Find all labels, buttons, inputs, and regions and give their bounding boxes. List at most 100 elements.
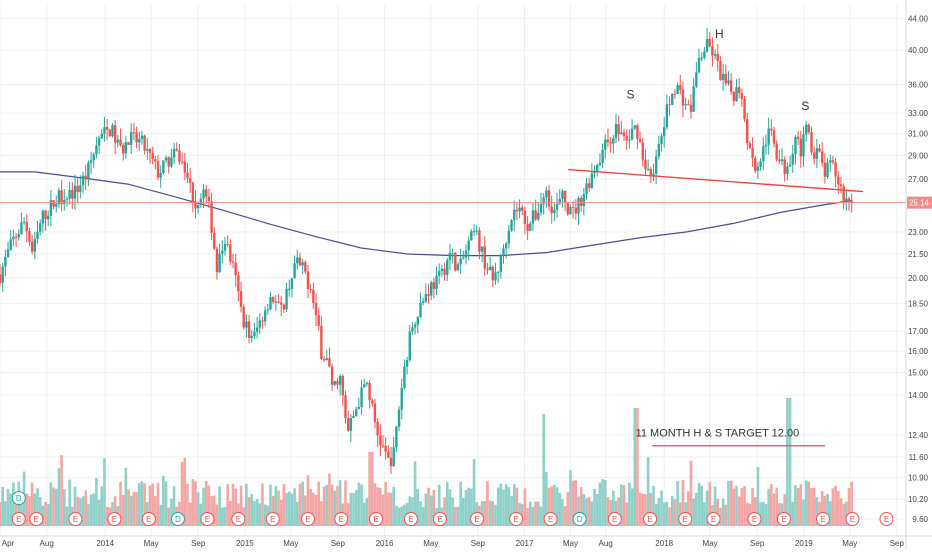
volume-bar (424, 493, 428, 526)
candle-body (210, 201, 213, 233)
volume-bar (502, 489, 505, 526)
candle-body (620, 132, 623, 135)
event-circle (815, 512, 830, 526)
candle-body (312, 289, 315, 304)
earnings-marker: E (607, 512, 622, 526)
volume-bar (767, 488, 770, 526)
volume-bar (791, 501, 795, 526)
candle-body (108, 129, 112, 137)
volume-bar (269, 484, 272, 526)
volume-bar (384, 481, 387, 526)
y-tick-label: 16.00 (908, 347, 929, 356)
candle-body (416, 317, 420, 325)
candle-body (116, 139, 120, 143)
candle-body (266, 309, 270, 311)
earnings-marker: E (200, 512, 215, 526)
candle-body (823, 162, 827, 177)
volume-bar (510, 496, 513, 526)
candle-body (143, 135, 146, 151)
candle-body (336, 381, 339, 385)
candle-body (205, 189, 208, 197)
earnings-marker: E (300, 512, 315, 526)
volume-bar (470, 488, 473, 526)
candle-body (36, 231, 39, 240)
volume-bar (788, 398, 792, 526)
volume-bar (528, 501, 532, 526)
candle-body (625, 136, 628, 141)
volume-bar (360, 484, 363, 526)
earnings-marker: E (845, 512, 860, 526)
volume-bar (105, 506, 109, 526)
candle-body (411, 327, 414, 332)
event-label: E (373, 515, 378, 524)
earnings-marker: E (11, 512, 26, 526)
volume-bar (258, 503, 262, 526)
candle-body (68, 190, 71, 199)
volume-bar (68, 479, 71, 526)
volume-bar (526, 507, 529, 526)
candle-body (306, 271, 310, 290)
candle-body (405, 360, 409, 367)
volume-bar (183, 457, 187, 526)
candle-body (724, 73, 727, 84)
candle-body (22, 221, 26, 223)
x-tick-label: Apr (2, 539, 15, 548)
volume-bar (271, 495, 275, 526)
candle-body (92, 154, 95, 161)
y-tick-label: 23.00 (908, 228, 929, 237)
pattern-label: H (715, 27, 724, 41)
event-circle (572, 512, 587, 526)
candle-body (494, 272, 497, 281)
earnings-marker: E (678, 512, 693, 526)
volume-bar (392, 486, 395, 526)
candle-body (333, 381, 336, 385)
volume-bar (293, 488, 296, 526)
candle-body (480, 246, 484, 252)
earnings-marker: E (815, 512, 830, 526)
volume-bar (796, 488, 800, 526)
candle-body (159, 173, 162, 178)
moving-average (0, 171, 853, 257)
y-tick-label: 11.60 (909, 453, 929, 462)
candle-body (138, 138, 141, 143)
y-tick-label: 12.40 (908, 431, 929, 440)
event-label: E (647, 515, 652, 524)
volume-bar (320, 501, 323, 526)
candle-body (135, 132, 138, 143)
candle-body (403, 366, 406, 388)
x-tick-label: May (842, 539, 857, 548)
volume-bar (408, 496, 412, 526)
volume-bar (84, 490, 88, 526)
volume-bar (579, 487, 583, 526)
candle-body (170, 157, 173, 167)
candle-body (325, 358, 328, 361)
candle-body (467, 240, 470, 251)
candle-body (188, 178, 192, 183)
volume-bar (649, 492, 653, 526)
volume-bar (721, 498, 725, 526)
volume-bar (317, 481, 321, 526)
event-label: E (850, 515, 855, 524)
volume-bar (81, 496, 85, 526)
volume-bar (448, 489, 452, 526)
volume-bar (73, 486, 77, 526)
candle-body (708, 39, 711, 47)
candle-body (569, 206, 572, 215)
candle-body (191, 182, 195, 202)
volume-bar (612, 490, 615, 526)
candle-body (759, 161, 762, 167)
candle-body (38, 223, 42, 232)
volume-bar (223, 507, 227, 526)
volume-bar (810, 487, 813, 526)
candle-body (41, 210, 45, 224)
event-label: E (73, 515, 78, 524)
volume-bar (432, 490, 436, 526)
volume-bar (52, 487, 55, 526)
candle-body (400, 387, 403, 410)
volume-bar (429, 495, 433, 526)
volume-bar (33, 493, 37, 526)
event-circle (107, 512, 122, 526)
target-annotation: 11 MONTH H & S TARGET 12.00 (636, 427, 800, 439)
candle-body (641, 142, 644, 160)
volume-bar (553, 484, 556, 526)
